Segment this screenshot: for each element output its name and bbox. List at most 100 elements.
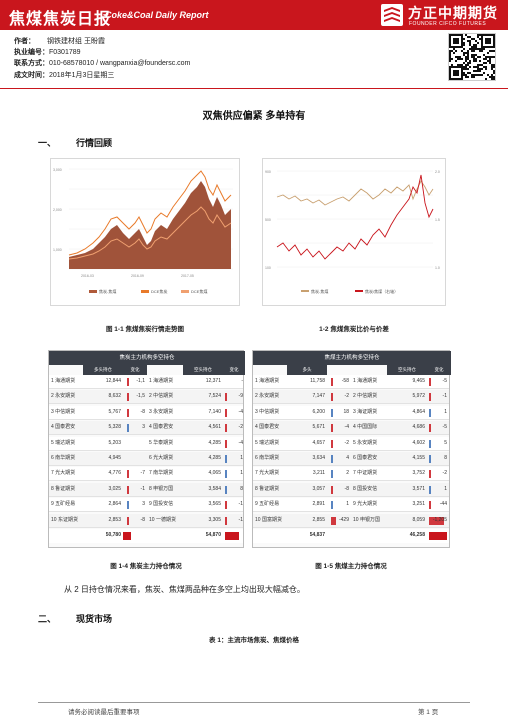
change-bar (225, 408, 227, 417)
cell-long-change: -1,5 (136, 393, 145, 400)
legend-swatch-ratio-1 (301, 290, 309, 292)
table-row: 9 五矿经易 2,864 3 9 国投安信 3,565 -1 (49, 498, 243, 513)
change-bar (429, 439, 431, 448)
table-title: 焦炭主力机构多空持仓 (49, 351, 245, 365)
logo-text-cn: 方正中期期货 (408, 5, 498, 21)
cell-long-change: 4 (346, 455, 349, 461)
cell-short-change: - (241, 378, 243, 384)
cell-short-member: 3 永安期货 (149, 408, 174, 415)
caption-chart-1: 图 1-1 焦煤焦炭行情走势图 (105, 326, 184, 333)
svg-text:1.0: 1.0 (435, 266, 440, 270)
cell-long-member: 3 中信期货 (255, 408, 280, 415)
caption-table-2: 图 1-5 焦煤主力持仓情况 (315, 563, 387, 570)
cell-long-member: 10 东证期货 (51, 516, 78, 523)
change-bar (225, 393, 227, 402)
cell-short-change: 1 (240, 455, 243, 461)
cell-short-change: 5 (444, 439, 447, 446)
cell-long-change (125, 437, 145, 450)
cell-long-value: 8,632 (108, 393, 121, 400)
cell-long-value: 12,844 (105, 378, 121, 384)
section-heading-2: 二、 现货市场 (38, 614, 113, 624)
change-bar (331, 516, 337, 525)
cell-long-member: 8 鲁证期货 (255, 485, 280, 492)
cell-short-value: 4,285 (208, 439, 221, 446)
table-caption-prices: 表 1：主流市场焦炭、焦煤价格 (209, 637, 299, 644)
coke-position-table: 焦炭主力机构多空持仓 多头持仓 变化 空头持仓 变化 1 海通期货 12,844 -… (48, 350, 245, 548)
cell-long-member: 3 中信期货 (51, 408, 76, 415)
cell-long-member: 5 瑞达期货 (255, 439, 280, 446)
cell-short-value: 3,565 (208, 501, 221, 508)
cell-short-value: 4,686 (412, 424, 425, 431)
table-row: 6 南华期货 3,634 4 6 国泰君安 4,155 8 (253, 452, 449, 466)
cell-short-value: 4,065 (208, 470, 221, 477)
legend-label-3: DCE焦煤 (191, 288, 207, 294)
cell-short-member: 4 国泰君安 (149, 424, 174, 431)
section-heading-1: 一、 行情回顾 (38, 138, 113, 148)
cell-short-change: -2 (442, 470, 447, 477)
cell-short-change: 1 (444, 485, 447, 492)
cell-short-member: 10 一德期货 (149, 516, 176, 523)
table-row: 1 海通期货 11,758 -58 1 海通期货 9,465 -5 (253, 375, 449, 389)
svg-text:1.5: 1.5 (435, 218, 440, 222)
legend-swatch-ratio-2 (355, 290, 363, 292)
cell-short-value: 4,155 (412, 455, 425, 461)
cell-long-member: 1 海通期货 (255, 378, 280, 384)
change-bar (127, 408, 129, 417)
svg-text:2.0: 2.0 (435, 170, 440, 174)
change-bar (127, 516, 129, 525)
cell-long-change: -2 (344, 439, 349, 446)
cell-long-value: 4,776 (108, 470, 121, 477)
change-bar (225, 516, 227, 525)
cell-long-value: 3,634 (312, 455, 325, 461)
cell-long-member: 2 永安期货 (255, 393, 280, 400)
cell-short-member: 1 海通期货 (353, 378, 378, 384)
table-title: 焦煤主力机构多空持仓 (253, 351, 451, 365)
cell-long-change: 3 (142, 424, 145, 431)
cell-short-change: -5 (442, 424, 447, 431)
report-title: 焦煤焦炭日报 (9, 11, 112, 28)
col-header-short: 空头持仓 (387, 365, 427, 375)
col-header-chg: 变化 (123, 365, 147, 375)
cell-long-value: 5,671 (312, 424, 325, 431)
company-logo-icon (381, 4, 403, 26)
cell-short-change: -5 (442, 378, 447, 384)
legend-label-1: 焦炭-焦煤 (99, 288, 116, 294)
change-bar (429, 455, 431, 463)
table-row: 3 中信期货 6,200 18 3 海证期货 4,864 1 (253, 405, 449, 420)
change-bar (331, 408, 333, 417)
cell-short-member: 1 海通期货 (149, 378, 174, 384)
cell-short-change: -4 (238, 439, 243, 446)
change-bar (127, 393, 129, 402)
table-row: 8 鲁证期货 3,025 -1 8 申银万国 3,584 8 (49, 482, 243, 497)
cell-long-value: 3,057 (312, 485, 325, 492)
cell-long-member: 6 南华期货 (51, 455, 76, 461)
cell-short-member: 9 国投安信 (149, 501, 174, 508)
table-row: 4 国泰君安 5,671 -4 4 中国国际 4,686 -5 (253, 421, 449, 436)
change-bar (429, 424, 431, 433)
change-bar (225, 501, 227, 510)
report-subtitle: Coke&Coal Daily Report (105, 10, 209, 20)
change-bar (331, 470, 333, 479)
change-bar (331, 485, 333, 494)
legend-label-2: DCE焦炭 (151, 288, 167, 294)
svg-text:500: 500 (265, 218, 271, 222)
meta-contact: 联系方式：010-68578010 / wangpanxia@foundersc… (14, 60, 191, 67)
cell-long-change: 3 (142, 501, 145, 508)
logo-text-en: FOUNDER CIFCO FUTURES (409, 21, 487, 27)
change-bar (331, 501, 333, 510)
cell-short-value: 12,371 (205, 378, 221, 384)
svg-text:2016-03: 2016-03 (81, 274, 94, 278)
svg-text:3,000: 3,000 (53, 168, 62, 172)
cell-short-change: 1 (240, 470, 243, 477)
cell-short-member: 5 华泰期货 (149, 439, 174, 446)
cell-long-change (125, 452, 145, 465)
cell-short-member: 10 申银万国 (353, 516, 380, 523)
document-title: 双焦供应偏紧 多单持有 (202, 111, 306, 122)
change-bar (127, 424, 129, 433)
cell-short-change: -4 (238, 408, 243, 415)
cell-long-member: 10 国富期货 (255, 516, 282, 523)
col-header-long: 多头 (287, 365, 327, 375)
cell-short-value: 3,571 (412, 485, 425, 492)
legend-swatch-1 (89, 290, 97, 293)
table-row: 1 海通期货 12,844 -1,1 1 海通期货 12,371 - (49, 375, 243, 389)
